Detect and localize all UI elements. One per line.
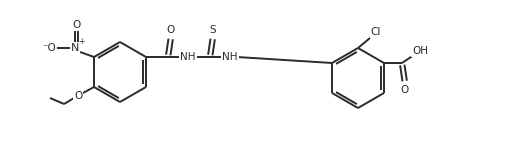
Text: S: S (209, 25, 216, 35)
Text: O: O (400, 85, 409, 95)
Text: Cl: Cl (370, 27, 380, 37)
Text: NH: NH (222, 52, 237, 62)
Text: OH: OH (411, 46, 427, 56)
Text: O: O (74, 91, 82, 101)
Text: NH: NH (180, 52, 195, 62)
Text: +: + (78, 36, 84, 46)
Text: N: N (71, 43, 79, 53)
Text: O: O (167, 25, 175, 35)
Text: O: O (72, 20, 80, 30)
Text: ⁻O: ⁻O (42, 43, 56, 53)
